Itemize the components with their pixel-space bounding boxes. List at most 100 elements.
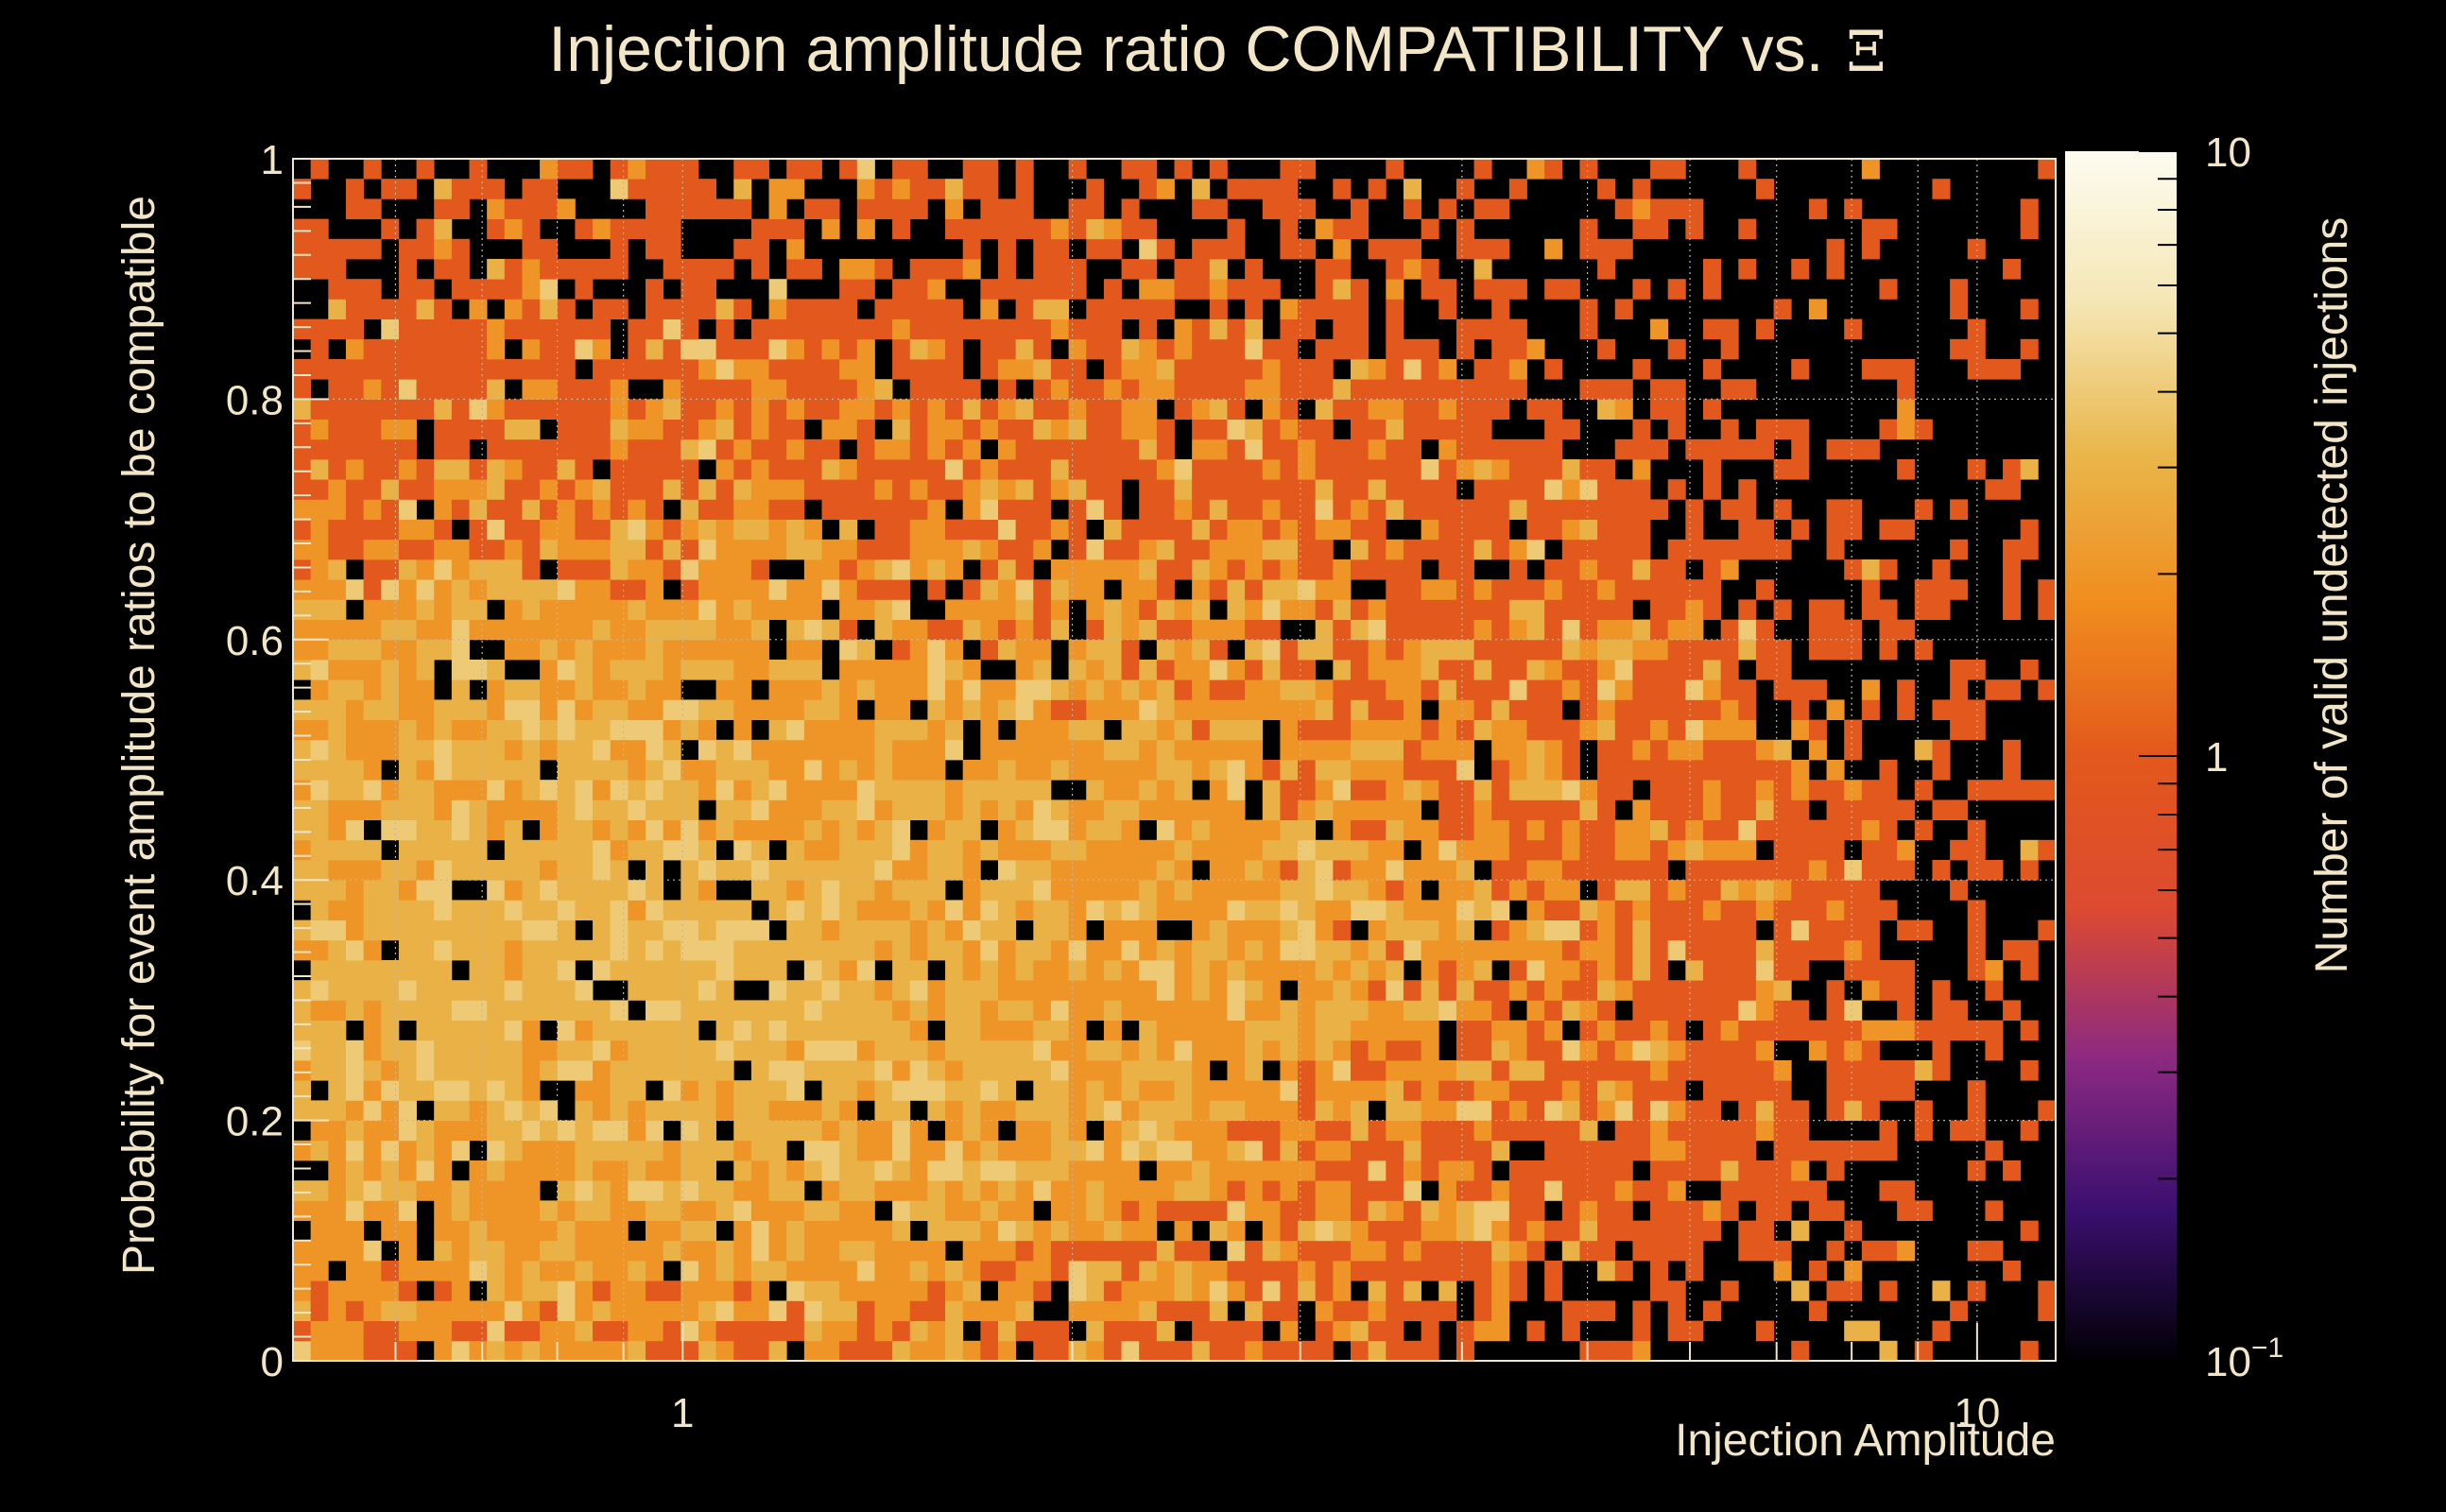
heatmap-cell bbox=[363, 739, 382, 761]
heatmap-cell bbox=[856, 860, 875, 881]
heatmap-cell bbox=[1368, 939, 1387, 961]
heatmap-cell bbox=[1703, 719, 1722, 741]
heatmap-cell bbox=[1403, 1240, 1421, 1262]
heatmap-cell bbox=[646, 699, 664, 720]
heatmap-cell bbox=[1826, 1080, 1845, 1101]
heatmap-cell bbox=[715, 1300, 734, 1321]
heatmap-cell bbox=[856, 1000, 875, 1021]
heatmap-cell bbox=[1897, 519, 1916, 541]
heatmap-cell bbox=[1015, 399, 1034, 420]
heatmap-cell bbox=[786, 1300, 805, 1321]
heatmap-cell bbox=[1227, 359, 1246, 380]
heatmap-cell bbox=[733, 780, 752, 800]
heatmap-cell bbox=[1438, 419, 1457, 440]
heatmap-cell bbox=[1015, 799, 1034, 820]
heatmap-cell bbox=[398, 819, 417, 841]
heatmap-cell bbox=[1298, 799, 1317, 820]
heatmap-cell bbox=[786, 419, 805, 440]
heatmap-cell bbox=[715, 1280, 734, 1301]
heatmap-cell bbox=[469, 559, 488, 580]
heatmap-cell bbox=[1086, 399, 1105, 420]
heatmap-cell bbox=[1280, 919, 1299, 941]
heatmap-cell bbox=[803, 1300, 822, 1321]
heatmap-cell bbox=[451, 1240, 470, 1262]
heatmap-cell bbox=[1650, 799, 1669, 820]
heatmap-cell bbox=[1245, 359, 1264, 380]
heatmap-cell bbox=[839, 1060, 858, 1081]
heatmap-cell bbox=[1508, 459, 1527, 480]
heatmap-cell bbox=[1139, 799, 1158, 820]
heatmap-cell bbox=[522, 1080, 541, 1101]
heatmap-cell bbox=[1068, 639, 1087, 661]
heatmap-cell bbox=[1773, 660, 1792, 680]
heatmap-cell bbox=[1755, 1160, 1774, 1181]
heatmap-cell bbox=[1068, 479, 1087, 500]
heatmap-cell bbox=[733, 719, 752, 741]
heatmap-cell bbox=[593, 479, 612, 500]
heatmap-cell bbox=[1508, 1020, 1527, 1041]
heatmap-cell bbox=[1068, 880, 1087, 901]
heatmap-cell bbox=[363, 780, 382, 800]
heatmap-cell bbox=[1227, 279, 1246, 300]
heatmap-cell bbox=[927, 179, 946, 199]
heatmap-cell bbox=[487, 379, 506, 400]
heatmap-cell bbox=[821, 1120, 840, 1142]
heatmap-cell bbox=[434, 1261, 453, 1281]
heatmap-cell bbox=[803, 1160, 822, 1181]
heatmap-cell bbox=[962, 839, 981, 861]
heatmap-cell bbox=[487, 1020, 506, 1041]
heatmap-cell bbox=[1262, 399, 1281, 420]
heatmap-cell bbox=[680, 719, 699, 741]
heatmap-cell bbox=[1667, 799, 1686, 820]
heatmap-cell bbox=[663, 1040, 681, 1061]
heatmap-cell bbox=[1386, 419, 1404, 440]
heatmap-cell bbox=[1738, 780, 1757, 800]
heatmap-cell bbox=[575, 860, 594, 881]
heatmap-cell bbox=[434, 1180, 453, 1201]
heatmap-cell bbox=[1985, 359, 2004, 380]
heatmap-cell bbox=[610, 719, 629, 741]
heatmap-cell bbox=[1861, 860, 1880, 881]
heatmap-cell bbox=[628, 1240, 646, 1262]
heatmap-cell bbox=[1209, 1080, 1228, 1101]
heatmap-cell bbox=[1755, 960, 1774, 981]
heatmap-cell bbox=[1650, 1000, 1669, 1021]
heatmap-cell bbox=[663, 159, 681, 180]
heatmap-cell bbox=[1280, 1160, 1299, 1181]
heatmap-cell bbox=[1438, 919, 1457, 941]
heatmap-cell bbox=[381, 880, 400, 901]
heatmap-cell bbox=[927, 1060, 946, 1081]
heatmap-cell bbox=[715, 579, 734, 600]
heatmap-cell bbox=[1050, 1320, 1069, 1342]
heatmap-cell bbox=[909, 1280, 928, 1301]
heatmap-cell bbox=[487, 900, 506, 920]
heatmap-cell bbox=[610, 1060, 629, 1081]
heatmap-cell bbox=[646, 1120, 664, 1142]
heatmap-cell bbox=[345, 939, 364, 961]
heatmap-cell bbox=[1050, 399, 1069, 420]
heatmap-cell bbox=[1368, 1120, 1387, 1142]
heatmap-cell bbox=[1351, 860, 1369, 881]
heatmap-cell bbox=[1209, 799, 1228, 820]
heatmap-cell bbox=[945, 198, 964, 219]
heatmap-cell bbox=[768, 599, 787, 620]
heatmap-cell bbox=[821, 939, 840, 961]
heatmap-cell bbox=[1473, 1200, 1492, 1221]
heatmap-cell bbox=[487, 919, 506, 941]
heatmap-cell bbox=[786, 1080, 805, 1101]
heatmap-cell bbox=[803, 679, 822, 700]
heatmap-cell bbox=[1473, 660, 1492, 680]
heatmap-cell bbox=[504, 719, 523, 741]
heatmap-cell bbox=[892, 479, 911, 500]
heatmap-cell bbox=[786, 1000, 805, 1021]
heatmap-cell bbox=[980, 1040, 999, 1061]
heatmap-cell bbox=[522, 299, 541, 319]
heatmap-cell bbox=[821, 799, 840, 820]
heatmap-cell bbox=[1227, 1140, 1246, 1161]
heatmap-cell bbox=[1227, 739, 1246, 761]
heatmap-cell bbox=[1086, 1200, 1105, 1221]
heatmap-cell bbox=[1403, 359, 1421, 380]
heatmap-cell bbox=[1050, 1040, 1069, 1061]
heatmap-cell bbox=[680, 919, 699, 941]
heatmap-cell bbox=[1192, 839, 1211, 861]
